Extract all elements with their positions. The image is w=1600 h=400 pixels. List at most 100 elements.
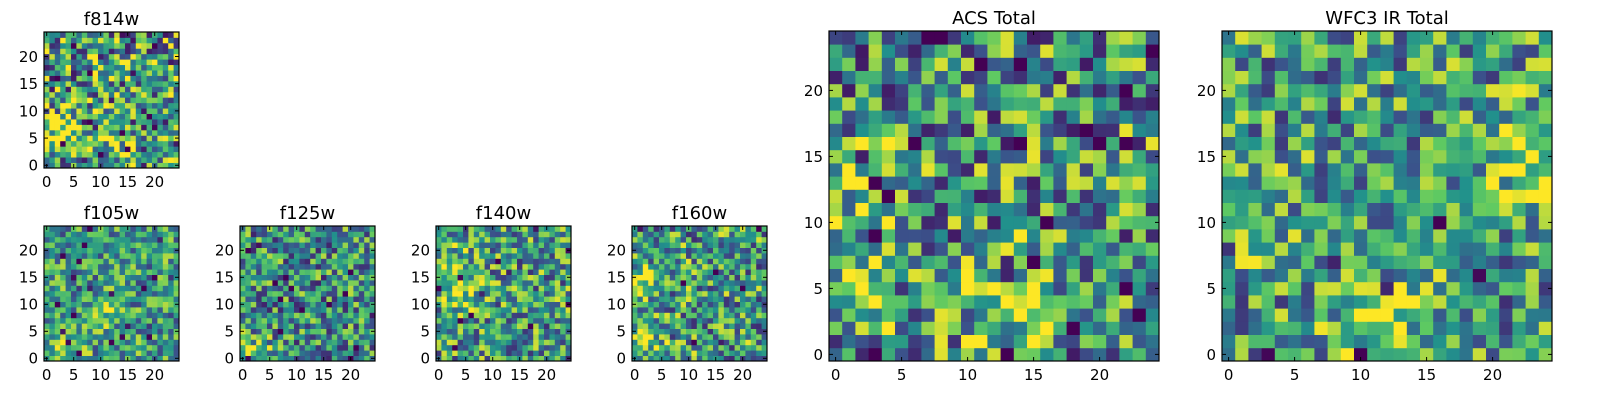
heatmap-cell xyxy=(522,290,529,297)
heatmap-cell xyxy=(130,86,137,93)
heatmap-cell xyxy=(734,323,741,329)
heatmap-cell xyxy=(304,236,311,243)
heatmap-cell xyxy=(691,258,698,265)
heatmap-cell xyxy=(1235,149,1249,164)
heatmap-cell xyxy=(723,312,730,319)
heatmap-cell xyxy=(718,253,725,259)
heatmap-cell xyxy=(1459,242,1474,256)
heatmap-cell xyxy=(527,339,534,346)
heatmap-cell xyxy=(272,231,279,238)
heatmap-cell xyxy=(103,80,110,87)
heatmap-cell xyxy=(283,328,289,335)
heatmap-cell xyxy=(560,269,566,275)
heatmap-cell xyxy=(60,80,66,87)
heatmap-cell xyxy=(452,258,458,265)
heatmap-cell xyxy=(245,328,252,335)
heatmap-cell xyxy=(250,350,257,356)
heatmap-cell xyxy=(152,280,158,286)
heatmap-cell xyxy=(65,86,72,93)
heatmap-cell xyxy=(44,263,50,270)
heatmap-cell xyxy=(54,280,61,286)
heatmap-cell xyxy=(1079,268,1094,283)
heatmap-cell xyxy=(119,140,126,147)
heatmap-cell xyxy=(272,350,279,356)
heatmap-cell xyxy=(1367,163,1381,177)
heatmap-cell xyxy=(114,339,120,346)
heatmap-cell xyxy=(479,231,485,238)
heatmap-cell xyxy=(60,236,66,243)
heatmap-cell xyxy=(1093,83,1107,98)
heatmap-cell xyxy=(517,339,523,346)
heatmap-cell xyxy=(157,75,164,82)
heatmap-cell xyxy=(842,308,856,322)
heatmap-cell xyxy=(152,97,158,104)
heatmap-cell xyxy=(745,236,752,243)
heatmap-cell xyxy=(44,59,50,66)
heatmap-cell xyxy=(60,151,66,158)
heatmap-cell xyxy=(71,274,77,281)
heatmap-cell xyxy=(1525,149,1540,164)
heatmap-cell xyxy=(702,312,708,319)
heatmap-cell xyxy=(664,226,671,232)
heatmap-cell xyxy=(103,263,110,270)
heatmap-cell xyxy=(162,135,169,142)
heatmap-cell xyxy=(168,146,174,153)
heatmap-cell xyxy=(1354,229,1368,243)
heatmap-cell xyxy=(267,242,273,248)
heatmap-cell xyxy=(283,301,289,308)
heatmap-cell xyxy=(734,350,741,356)
heatmap-cell xyxy=(987,295,1001,309)
heatmap-cell xyxy=(288,307,295,313)
heatmap-cell xyxy=(842,149,856,164)
heatmap-cell xyxy=(49,242,56,248)
heatmap-cell xyxy=(533,236,539,243)
heatmap-cell xyxy=(1327,347,1342,362)
heatmap-cell xyxy=(560,253,566,259)
heatmap-cell xyxy=(554,269,561,275)
heatmap-cell xyxy=(141,70,147,76)
heatmap-cell xyxy=(315,247,322,254)
heatmap-cell xyxy=(1538,308,1553,322)
heatmap-cell xyxy=(560,231,566,238)
heatmap-cell xyxy=(1013,44,1028,58)
heatmap-cell xyxy=(868,70,883,85)
heatmap-cell xyxy=(1367,229,1381,243)
heatmap-cell xyxy=(92,42,99,49)
heatmap-cell xyxy=(637,344,644,351)
heatmap-cell xyxy=(468,263,475,270)
heatmap-cell xyxy=(1433,268,1447,283)
heatmap-cell xyxy=(326,334,333,340)
heatmap-cell xyxy=(294,323,300,329)
heatmap-cell xyxy=(173,258,180,265)
heatmap-cell xyxy=(506,253,512,259)
heatmap-cell xyxy=(76,140,83,147)
heatmap-cell xyxy=(49,59,56,66)
heatmap-cell xyxy=(1433,57,1447,71)
heatmap-cell xyxy=(81,355,88,362)
heatmap-cell xyxy=(173,102,180,109)
heatmap-cell xyxy=(157,334,164,340)
heatmap-cell xyxy=(680,328,687,335)
x-tick-label: 20 xyxy=(145,173,164,191)
heatmap-cell xyxy=(168,91,174,98)
heatmap-cell xyxy=(65,32,72,38)
heatmap-cell xyxy=(1248,44,1262,58)
heatmap-cell xyxy=(92,307,99,313)
heatmap-cell xyxy=(141,91,147,98)
heatmap-cell xyxy=(304,269,311,275)
heatmap-cell xyxy=(842,83,856,98)
heatmap-cell xyxy=(76,135,83,142)
heatmap-cell xyxy=(756,344,762,351)
heatmap-cell xyxy=(1274,281,1289,296)
heatmap-cell xyxy=(146,53,153,60)
heatmap-cell xyxy=(60,296,66,302)
heatmap-cell xyxy=(1274,215,1289,230)
heatmap-cell xyxy=(642,339,649,346)
heatmap-cell xyxy=(500,328,507,335)
heatmap-cell xyxy=(65,285,72,292)
heatmap-cell xyxy=(1235,123,1249,137)
heatmap-cell xyxy=(310,296,316,302)
heatmap-cell xyxy=(632,307,638,313)
heatmap-cell xyxy=(1406,255,1421,269)
heatmap-cell xyxy=(506,285,512,292)
